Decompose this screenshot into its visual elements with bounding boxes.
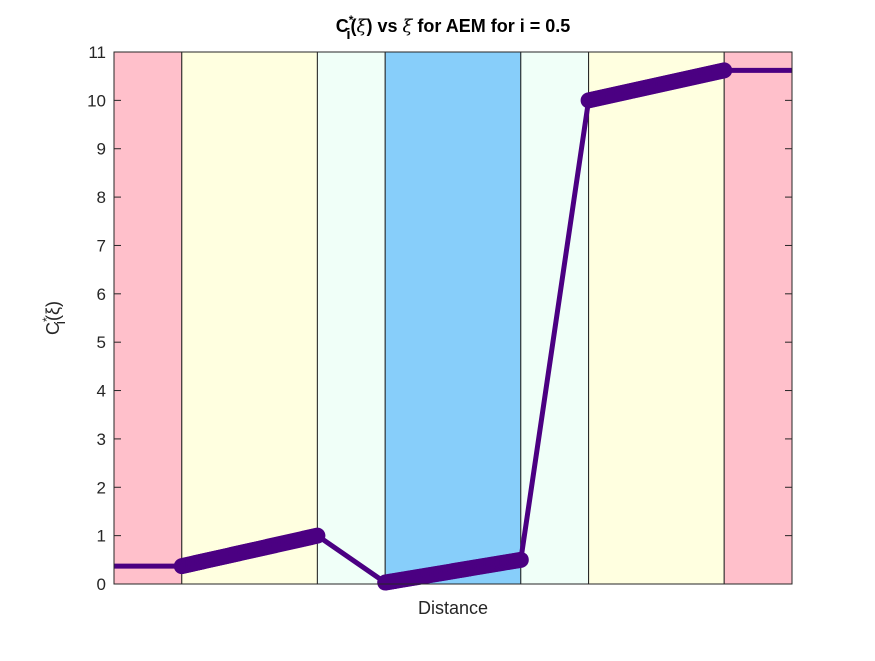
title-vs: ) vs [366,16,402,36]
title-sup: * [349,13,354,27]
marker-layer [173,62,733,591]
region-6 [723,51,793,585]
y-tick-label-5: 5 [97,333,106,352]
y-axis-ticks: 0 1 2 3 4 5 6 7 8 9 10 11 [87,43,792,594]
y-tick-label-6: 6 [97,285,106,304]
ylabel-c: C [43,322,63,335]
chart-title: C* i(ξ) vs ξ for AEM for i = 0.5 [336,13,571,43]
y-axis-label: C*i(ξ) [40,301,69,335]
marker-2-60 [716,62,733,79]
title-sub: i [346,26,350,43]
x-axis-label: Distance [418,598,488,618]
background-regions [113,51,793,585]
ylabel-sup: * [40,317,54,322]
marker-0-60 [309,527,326,544]
title-rest: for AEM for i = 0.5 [412,16,570,36]
y-tick-label-10: 10 [87,91,106,110]
y-tick-label-1: 1 [97,527,106,546]
y-tick-label-8: 8 [97,188,106,207]
title-c: C [336,16,349,36]
ylabel-rest: (ξ) [43,301,63,321]
ylabel-sub: i [52,321,69,324]
y-tick-label-3: 3 [97,430,106,449]
title-xi-1: ξ [357,16,368,37]
region-3 [384,51,522,585]
title-xi-2: ξ [403,16,414,37]
region-0 [113,51,183,585]
y-tick-label-4: 4 [97,382,106,401]
region-1 [181,51,318,585]
y-tick-label-7: 7 [97,236,106,255]
y-tick-label-9: 9 [97,140,106,159]
y-tick-label-2: 2 [97,478,106,497]
region-5 [588,51,725,585]
marker-1-60 [512,551,529,568]
axes-box [113,51,793,585]
y-tick-label-0: 0 [97,575,106,594]
title-paren-open: ( [351,16,357,36]
region-2 [316,51,386,585]
y-tick-label-11: 11 [88,43,106,62]
